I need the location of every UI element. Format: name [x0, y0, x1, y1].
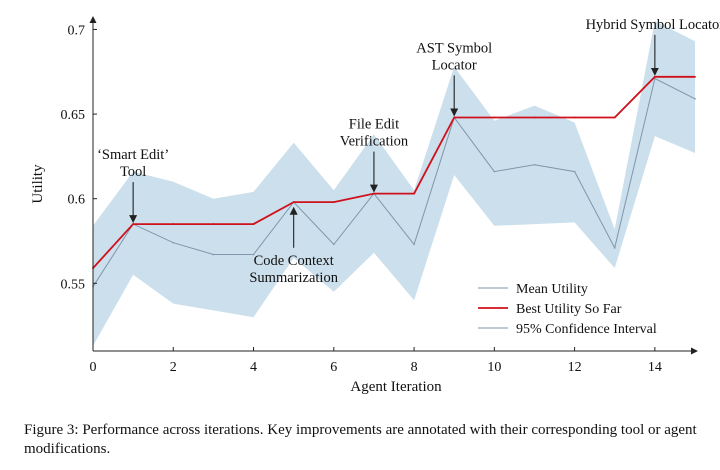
x-axis-title: Agent Iteration: [350, 379, 442, 395]
mean-utility-point: [333, 243, 335, 246]
best-utility-point: [373, 192, 375, 195]
mean-utility-line: [92, 77, 696, 287]
annotation-label: ‘Smart Edit’: [97, 147, 169, 163]
annotations: ‘Smart Edit’Tool Code ContextSummarizatio…: [97, 17, 720, 286]
y-tick-label: 0.65: [61, 108, 86, 123]
mean-utility-point: [613, 246, 616, 249]
best-utility-point: [573, 116, 576, 119]
x-tick-label: 14: [648, 360, 662, 375]
best-utility-point: [212, 223, 215, 225]
legend-label: Best Utility So Far: [516, 302, 622, 317]
x-tick-label: 0: [90, 360, 97, 375]
mean-utility-point: [252, 253, 255, 256]
best-utility-point: [493, 116, 496, 119]
best-utility-point: [453, 116, 456, 119]
x-tick-label: 6: [330, 360, 337, 375]
legend-label: 95% Confidence Interval: [516, 322, 657, 337]
mean-utility-point: [212, 253, 215, 256]
x-tick-label: 12: [568, 360, 582, 375]
x-tick-label: 10: [487, 360, 501, 375]
plot-area: [92, 21, 696, 346]
annotation-label: AST Symbol: [416, 40, 492, 56]
mean-utility-point: [533, 164, 536, 166]
mean-utility-point: [172, 241, 175, 244]
best-utility-point: [332, 201, 335, 203]
best-utility-point: [533, 116, 536, 119]
best-utility-point: [653, 75, 656, 78]
y-tick-label: 0.55: [61, 277, 86, 292]
x-tick-label: 8: [411, 360, 418, 375]
ci-band: [93, 21, 695, 346]
best-utility-point: [132, 223, 135, 225]
mean-utility-point: [493, 170, 496, 173]
mean-utility-point: [413, 243, 415, 246]
best-utility-point: [413, 192, 415, 195]
annotation-label: Hybrid Symbol Locator: [586, 17, 720, 33]
annotation-label: Code Context: [254, 253, 334, 269]
y-tick-label: 0.7: [68, 23, 86, 38]
annotation-label: File Edit: [349, 117, 399, 133]
axes: 0 2 4 6 8 10 12 14 0.55 0.6 0.65 0.7 Agent Iteration…: [30, 16, 698, 395]
best-utility-point: [694, 75, 696, 78]
figure-caption: Figure 3: Performance across iterations.…: [24, 422, 697, 457]
annotation-label: Locator: [432, 57, 477, 73]
legend: Mean Utility Best Utility So Far 95% Confi…: [478, 282, 657, 337]
best-utility-line: [92, 75, 695, 269]
annotation-label: Tool: [120, 164, 146, 180]
mean-utility-point: [694, 98, 696, 100]
best-utility-point: [172, 223, 175, 225]
performance-chart: 0 2 4 6 8 10 12 14 0.55 0.6 0.65 0.7 Agent Iteration…: [30, 16, 720, 395]
annotation-label: Verification: [340, 134, 409, 150]
y-tick-label: 0.6: [68, 193, 86, 208]
legend-label: Mean Utility: [516, 282, 588, 297]
best-utility-point: [292, 201, 295, 203]
annotation-label: Summarization: [249, 270, 338, 286]
best-utility-point: [613, 116, 616, 119]
best-utility-point: [252, 223, 255, 225]
mean-utility-point: [573, 170, 576, 173]
y-axis-title: Utility: [30, 164, 46, 204]
x-tick-label: 4: [250, 360, 257, 375]
x-tick-label: 2: [170, 360, 177, 375]
